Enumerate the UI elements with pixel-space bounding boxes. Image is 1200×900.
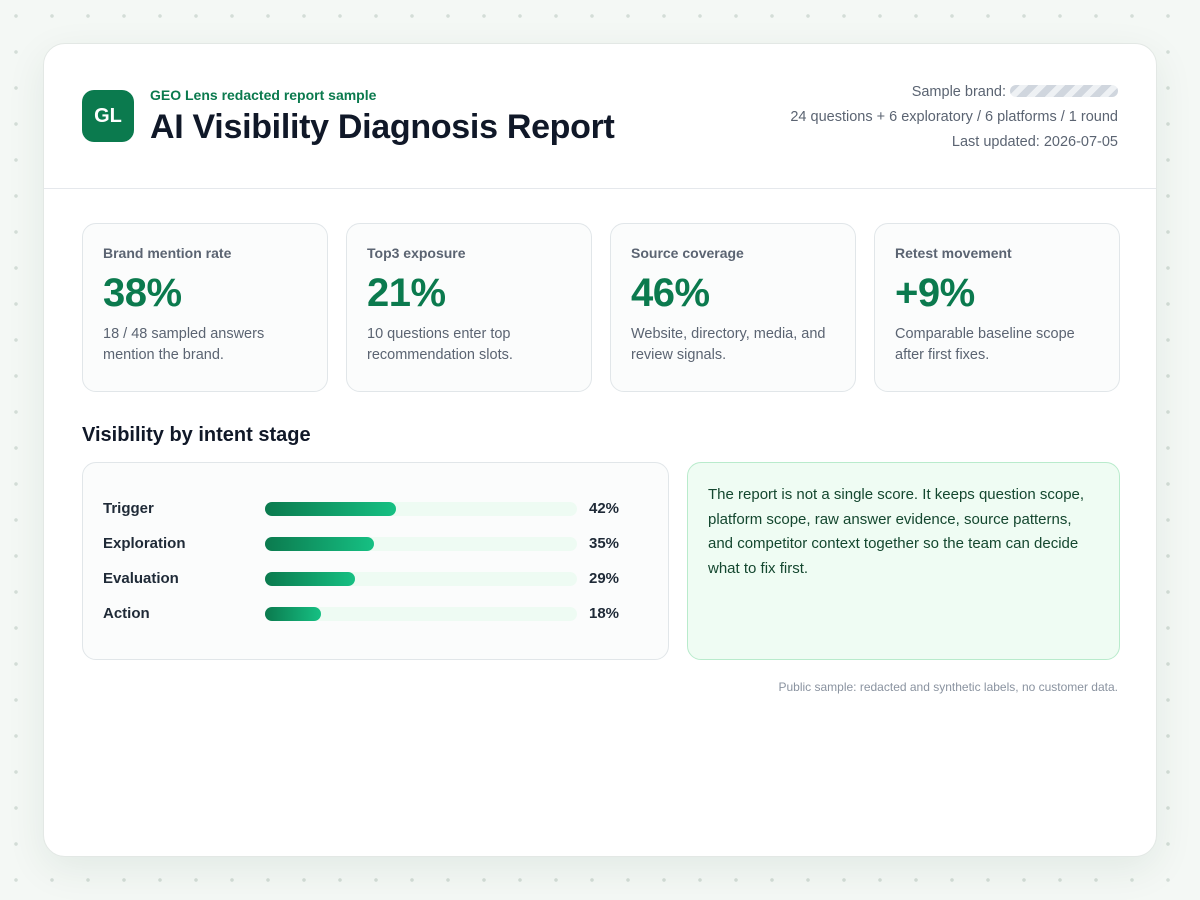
sample-brand-line: Sample brand: (790, 82, 1118, 107)
metric-card-brand-mention: Brand mention rate 38% 18 / 48 sampled a… (82, 223, 328, 392)
stage-row-action: Action 18% (103, 603, 643, 625)
stage-bar-fill (265, 572, 355, 586)
stage-label: Exploration (103, 535, 186, 552)
metric-value: 46% (631, 271, 710, 315)
metric-label: Retest movement (895, 245, 1012, 261)
stage-bar-fill (265, 502, 396, 516)
stage-row-evaluation: Evaluation 29% (103, 568, 643, 590)
section-title: Visibility by intent stage (82, 424, 311, 446)
stage-bar-fill (265, 537, 374, 551)
report-explanation-note: The report is not a single score. It kee… (687, 462, 1120, 660)
metric-label: Brand mention rate (103, 245, 232, 261)
stage-label: Trigger (103, 500, 154, 517)
stage-bar-track (265, 502, 577, 516)
metric-description: 18 / 48 sampled answers mention the bran… (103, 326, 265, 363)
stage-percent: 35% (589, 535, 620, 552)
metric-value: 38% (103, 271, 182, 315)
stage-percent: 29% (589, 570, 620, 587)
redacted-brand-placeholder (1010, 85, 1118, 98)
stage-row-exploration: Exploration 35% (103, 533, 643, 555)
report-meta: Sample brand: 24 questions + 6 explorato… (790, 82, 1118, 157)
metric-card-top3-exposure: Top3 exposure 21% 10 questions enter top… (346, 223, 592, 392)
metric-value: 21% (367, 271, 446, 315)
stage-label: Evaluation (103, 570, 179, 587)
metric-description: Website, directory, media, and review si… (631, 326, 826, 363)
metric-value: +9% (895, 271, 975, 315)
last-updated: Last updated: 2026-07-05 (951, 134, 1118, 150)
metric-description: Comparable baseline scope after first fi… (895, 326, 1075, 363)
report-card: GL GEO Lens redacted report sample AI Vi… (43, 43, 1157, 857)
stage-bar-fill (265, 607, 321, 621)
report-header: GL GEO Lens redacted report sample AI Vi… (44, 44, 1156, 189)
footer-disclaimer: Public sample: redacted and synthetic la… (778, 680, 1118, 694)
stage-percent: 42% (589, 500, 620, 517)
report-kicker: GEO Lens redacted report sample (150, 87, 377, 103)
stage-bar-track (265, 572, 577, 586)
metric-card-source-coverage: Source coverage 46% Website, directory, … (610, 223, 856, 392)
stage-percent: 18% (589, 605, 620, 622)
stage-label: Action (103, 605, 150, 622)
sample-brand-label: Sample brand: (911, 84, 1006, 100)
brand-logo: GL (82, 90, 134, 142)
page-title: AI Visibility Diagnosis Report (150, 108, 615, 146)
metric-label: Top3 exposure (367, 245, 466, 261)
stage-row-trigger: Trigger 42% (103, 498, 643, 520)
metric-description: 10 questions enter top recommendation sl… (367, 326, 513, 363)
stage-bar-track (265, 537, 577, 551)
report-scope: 24 questions + 6 exploratory / 6 platfor… (790, 109, 1118, 125)
stage-bar-track (265, 607, 577, 621)
metric-card-retest-movement: Retest movement +9% Comparable baseline … (874, 223, 1120, 392)
metric-label: Source coverage (631, 245, 744, 261)
intent-stage-panel: Trigger 42% Exploration 35% Evaluation 2… (82, 462, 669, 660)
